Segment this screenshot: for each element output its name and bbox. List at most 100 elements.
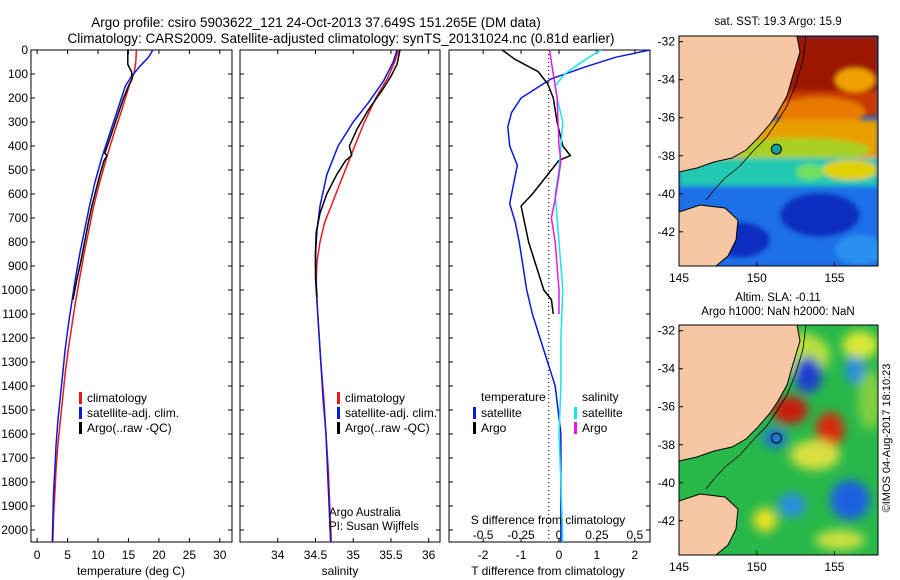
sst-map: -32 -34 -36 -38 -40 -42 145 150 155 — [658, 35, 879, 285]
salinity-xlabel: salinity — [322, 564, 359, 578]
depth-tick-label: 1300 — [1, 355, 28, 369]
legend-header-salinity: salinity — [582, 390, 619, 404]
x-tick-label: 30 — [213, 548, 227, 562]
x-tick-label: 5 — [64, 548, 71, 562]
lon-tick-label: 155 — [824, 560, 844, 574]
x-tick-label: 0 — [34, 548, 41, 562]
lat-tick-label: -34 — [658, 362, 676, 376]
depth-tick-label: 1800 — [1, 475, 28, 489]
lon-tick-label: 150 — [747, 271, 767, 285]
difference-xlabel: T difference from climatology — [471, 564, 625, 578]
sla-map-title: Altim. SLA: -0.11 — [735, 292, 820, 304]
lat-tick-label: -40 — [658, 187, 676, 201]
lat-tick-label: -36 — [658, 111, 676, 125]
depth-tick-label: 400 — [8, 139, 28, 153]
x-tick-label: 35.5 — [379, 548, 403, 562]
legend-label: satellite — [582, 406, 623, 420]
header-line1: Argo profile: csiro 5903622_121 24-Oct-2… — [91, 15, 541, 30]
salinity-x-axis: 34 34.5 35 35.5 36 — [271, 50, 436, 562]
series-line-satellite — [507, 49, 651, 542]
depth-tick-label: 100 — [8, 67, 28, 81]
depth-tick-label: 2000 — [1, 523, 28, 537]
sla-field — [753, 331, 878, 550]
legend-swatch-sal_satellite — [574, 407, 577, 419]
depth-tick-label: 800 — [8, 235, 28, 249]
x-tick-label: -2 — [478, 548, 489, 562]
series-line-sal_argo — [548, 49, 562, 314]
lon-tick-label: 150 — [747, 560, 767, 574]
legend-label: satellite — [481, 406, 522, 420]
series-line-argo — [314, 49, 401, 298]
sst-map-frame — [678, 35, 879, 267]
depth-tick-label: 1000 — [1, 283, 28, 297]
sla-map-subtitle: Argo h1000: NaN h2000: NaN — [701, 306, 854, 318]
salinity-depth-ticks — [240, 49, 440, 531]
x-tick-label: -1 — [516, 548, 527, 562]
lat-tick-label: -32 — [658, 35, 676, 49]
legend-swatch-climatology — [337, 392, 340, 404]
salinity-series — [314, 49, 401, 543]
lat-tick-label: -36 — [658, 400, 676, 414]
depth-tick-label: 600 — [8, 187, 28, 201]
depth-tick-label: 300 — [8, 115, 28, 129]
series-line-climatology — [52, 49, 138, 543]
difference-x-axis: -2 -1 0 1 2 -0.5 -0.25 0 0.25 0.5 — [473, 50, 643, 562]
sla-shelf-contour — [705, 325, 807, 490]
depth-tick-label: 1500 — [1, 403, 28, 417]
sla-map-frame — [678, 324, 879, 556]
lat-tick-label: -34 — [658, 73, 676, 87]
x-tick-label: 25 — [183, 548, 197, 562]
sla-profile-marker — [770, 432, 782, 444]
depth-tick-label: 900 — [8, 259, 28, 273]
difference-series — [501, 49, 651, 543]
depth-tick-label: 1100 — [2, 307, 28, 321]
legend-label: climatology — [345, 391, 405, 405]
top-tick-label: -0.5 — [473, 528, 494, 542]
legend-swatch-argo — [337, 422, 340, 434]
lat-tick-label: -42 — [658, 514, 676, 528]
salinity-panel: 34 34.5 35 35.5 36 salinity climatologysatel… — [239, 49, 441, 578]
depth-tick-label: 1600 — [1, 427, 28, 441]
temperature-frame — [30, 49, 233, 543]
x-tick-label: 36 — [422, 548, 436, 562]
legend-label: Argo — [481, 421, 507, 435]
x-tick-label: 2 — [631, 548, 638, 562]
salinity-frame — [239, 49, 441, 543]
x-tick-label: 15 — [122, 548, 136, 562]
legend-label: satellite-adj. clim. — [345, 406, 437, 420]
x-tick-label: 20 — [152, 548, 166, 562]
sst-map-axes: -32 -34 -36 -38 -40 -42 145 150 155 — [658, 35, 845, 285]
sst-tasmania — [679, 204, 739, 266]
legend-label: satellite-adj. clim. — [87, 406, 179, 420]
depth-tick-label: 1700 — [1, 451, 28, 465]
lat-tick-label: -38 — [658, 438, 676, 452]
top-tick-label: 0 — [556, 528, 563, 542]
x-tick-label: 10 — [91, 548, 105, 562]
legend-swatch-sal_argo — [574, 422, 577, 434]
header-line2: Climatology: CARS2009. Satellite-adjuste… — [67, 31, 614, 46]
depth-tick-label: 500 — [8, 163, 28, 177]
x-tick-label: 35 — [347, 548, 361, 562]
sst-profile-marker — [770, 143, 782, 155]
x-tick-label: 34 — [271, 548, 285, 562]
legend-header-temperature: temperature — [481, 390, 546, 404]
depth-axis: 0 100 200 300 400 500 600 700 800 900 1000 1100 1200… — [1, 43, 232, 537]
sst-shelf-contour — [705, 36, 807, 201]
depth-tick-label: 200 — [8, 91, 28, 105]
temperature-series — [51, 49, 154, 543]
lon-tick-label: 145 — [669, 560, 689, 574]
depth-tick-label: 1400 — [1, 379, 28, 393]
depth-tick-label: 700 — [8, 211, 28, 225]
sla-land — [679, 325, 801, 462]
legend-label: Argo — [582, 421, 608, 435]
temperature-x-axis: 0 5 10 15 20 25 30 — [34, 50, 227, 562]
legend-label: climatology — [87, 391, 147, 405]
difference-xlabel-top: S difference from climatology — [471, 513, 626, 527]
sst-land — [679, 36, 801, 173]
sla-map: -32 -34 -36 -38 -40 -42 145 150 155 — [658, 324, 879, 574]
legend-label: Argo(..raw -QC) — [345, 421, 430, 435]
temperature-panel: 0100200300400500600700800900100011001200… — [1, 43, 233, 578]
series-line-argo — [501, 49, 572, 315]
